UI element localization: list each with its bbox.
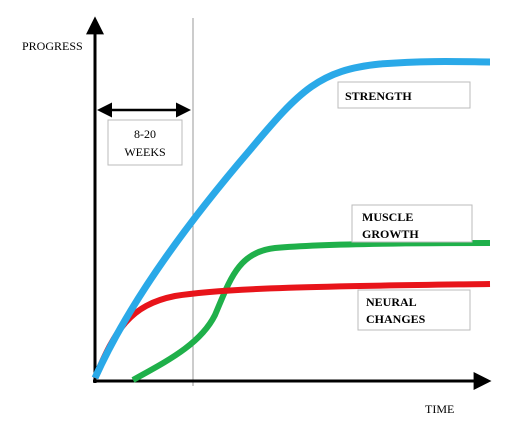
curve-label-box — [357, 289, 471, 331]
period-label: 8-20 — [134, 127, 156, 141]
period-box — [107, 119, 183, 166]
curve-label: MUSCLE — [362, 210, 413, 224]
muscle-growth-curve — [131, 240, 491, 383]
curve-label: STRENGTH — [345, 89, 412, 103]
curve-label: NEURAL — [366, 295, 417, 309]
y-axis-label: PROGRESS — [22, 39, 83, 53]
curve-label: CHANGES — [366, 312, 426, 326]
strength-curve — [91, 58, 491, 380]
curve-label-box — [337, 81, 471, 109]
curve-label-box — [351, 204, 473, 243]
x-axis-label: TIME — [425, 402, 454, 416]
period-label: WEEKS — [124, 145, 165, 159]
curve-label: GROWTH — [362, 227, 419, 241]
